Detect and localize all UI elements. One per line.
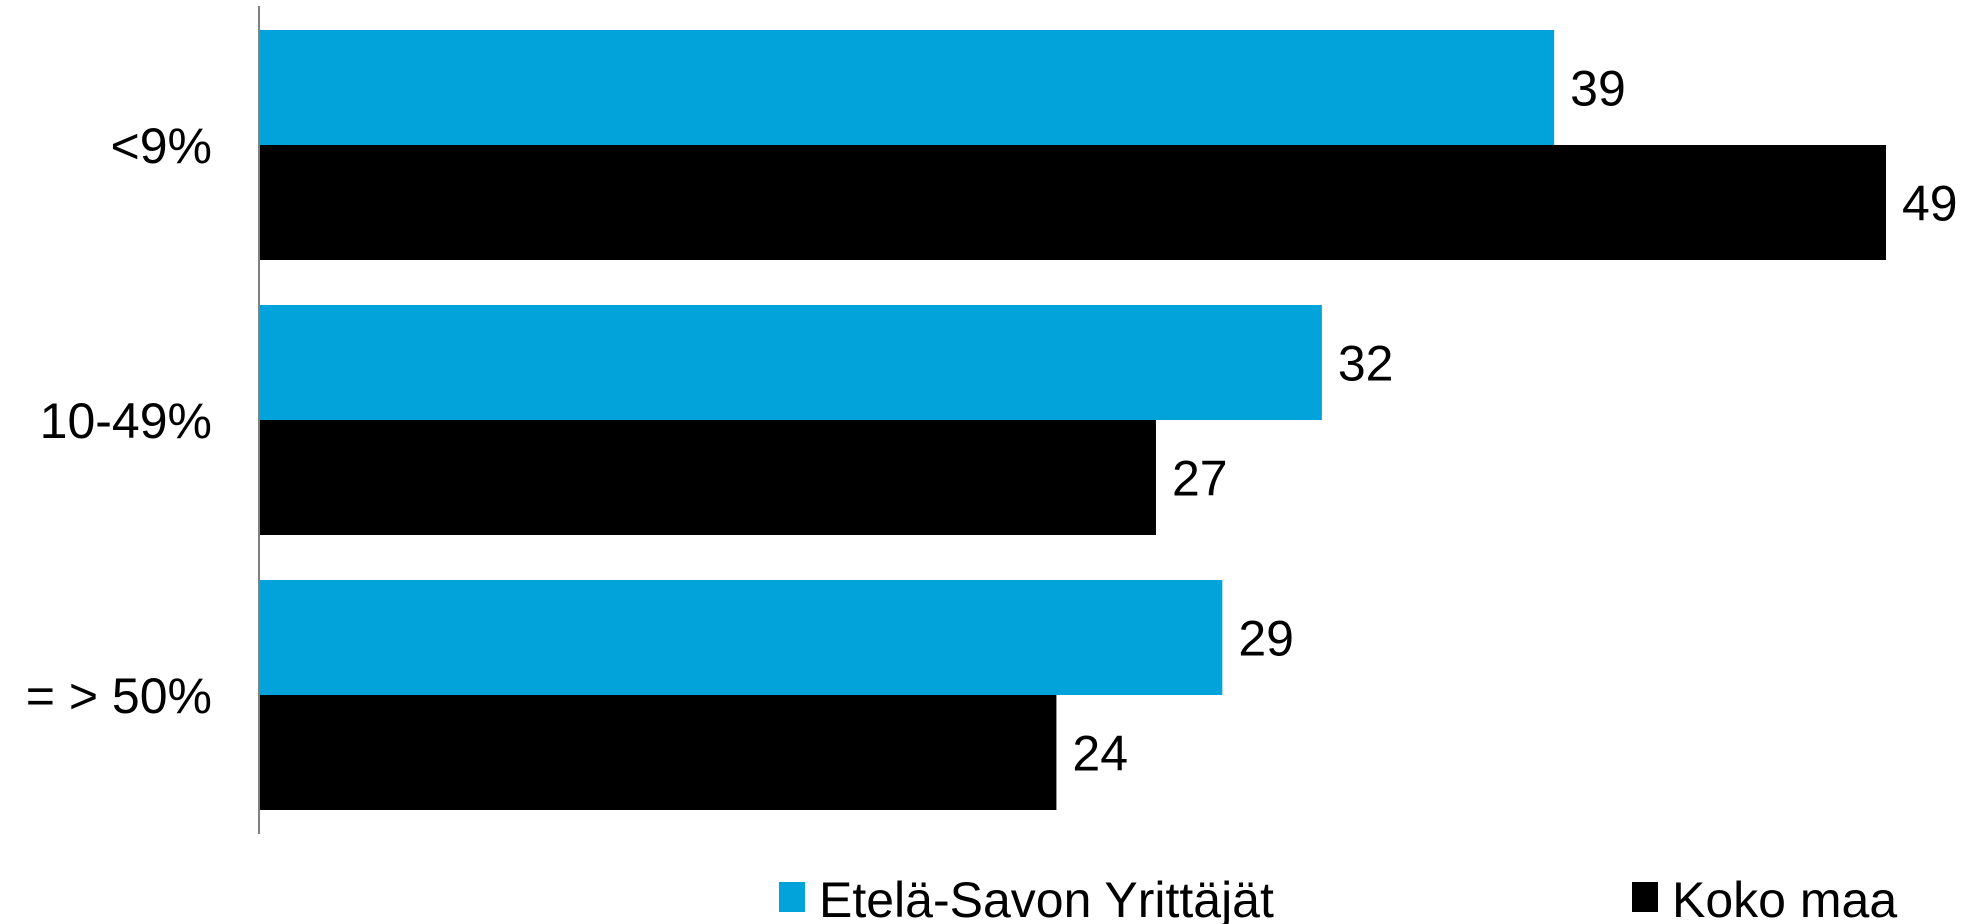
- data-label-10-49-series-1: 32: [1338, 336, 1394, 392]
- data-label-10-49-series-2: 27: [1172, 451, 1228, 507]
- bar-lt-9-series-1: [260, 30, 1555, 145]
- legend-swatch-etela-savon: [779, 882, 805, 912]
- bar-10-49-series-1: [260, 305, 1322, 420]
- bars-group: [260, 30, 1886, 810]
- category-tick-label-gte-50: = > 50%: [26, 668, 212, 724]
- data-label-lt-9-series-1: 39: [1570, 61, 1626, 117]
- bar-10-49-series-2: [260, 420, 1156, 535]
- legend-label-etela-savon: Etelä-Savon Yrittäjät: [819, 872, 1274, 924]
- legend: Etelä-Savon Yrittäjät Koko maa: [779, 872, 1897, 924]
- data-label-lt-9-series-2: 49: [1902, 176, 1958, 232]
- data-labels-group: 39 49 32 27 29 24: [1072, 61, 1957, 782]
- category-tick-label-10-49: 10-49%: [40, 393, 212, 449]
- legend-swatch-koko-maa: [1632, 882, 1658, 912]
- category-tick-label-lt-9: <9%: [111, 118, 212, 174]
- data-label-gte-50-series-2: 24: [1072, 726, 1128, 782]
- category-tick-labels-group: <9% 10-49% = > 50%: [26, 118, 212, 724]
- bar-lt-9-series-2: [260, 145, 1886, 260]
- bar-gte-50-series-1: [260, 580, 1223, 695]
- legend-label-koko-maa: Koko maa: [1672, 872, 1897, 924]
- data-label-gte-50-series-1: 29: [1238, 611, 1294, 667]
- bar-gte-50-series-2: [260, 695, 1057, 810]
